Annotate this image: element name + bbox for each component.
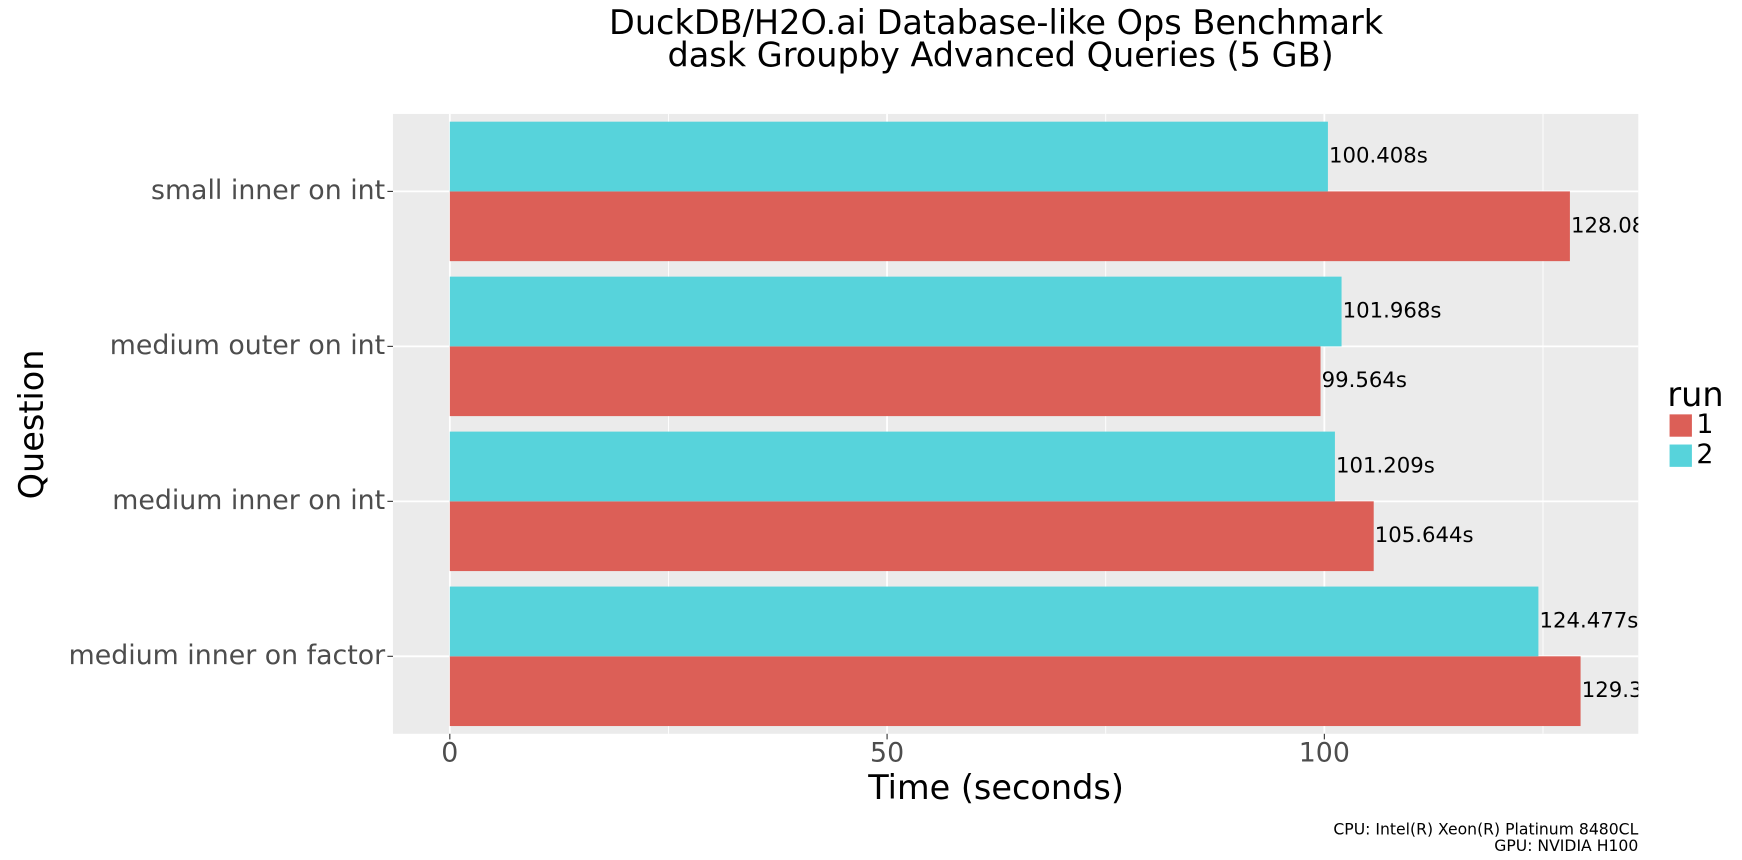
data-label: 99.564s bbox=[1322, 368, 1407, 393]
chart-title: DuckDB/H2O.ai Database-like Ops Benchmar… bbox=[609, 3, 1384, 42]
data-label: 101.209s bbox=[1336, 453, 1435, 478]
y-tick-label: medium inner on int bbox=[112, 485, 385, 516]
data-label: 124.477s bbox=[1540, 608, 1639, 633]
legend-label: 1 bbox=[1696, 409, 1713, 440]
bar bbox=[449, 586, 1539, 657]
legend-key bbox=[1669, 444, 1692, 467]
legend-key bbox=[1669, 414, 1692, 437]
chart-subtitle: dask Groupby Advanced Queries (5 GB) bbox=[667, 35, 1333, 74]
data-label: 105.644s bbox=[1375, 523, 1474, 548]
bar bbox=[449, 431, 1335, 502]
legend-label: 2 bbox=[1696, 439, 1713, 470]
legend-title: run bbox=[1667, 375, 1723, 414]
x-axis-title: Time (seconds) bbox=[867, 768, 1124, 807]
bar bbox=[449, 121, 1328, 192]
x-tick-label: 0 bbox=[441, 737, 458, 768]
y-tick-label: medium outer on int bbox=[110, 330, 385, 361]
caption: GPU: NVIDIA H100 bbox=[1494, 836, 1638, 855]
data-label: 128.08 bbox=[1571, 213, 1645, 238]
bar bbox=[449, 191, 1570, 262]
bar bbox=[449, 501, 1374, 572]
bar bbox=[449, 276, 1342, 347]
bar bbox=[449, 346, 1321, 417]
bar bbox=[449, 656, 1581, 727]
data-label: 129.3 bbox=[1582, 678, 1643, 703]
data-label: 101.968s bbox=[1343, 299, 1442, 324]
caption: CPU: Intel(R) Xeon(R) Platinum 8480CL bbox=[1333, 819, 1638, 838]
x-tick-label: 100 bbox=[1299, 737, 1350, 768]
y-tick-label: medium inner on factor bbox=[69, 640, 386, 671]
y-tick-label: small inner on int bbox=[151, 175, 385, 206]
data-label: 100.408s bbox=[1329, 144, 1428, 169]
x-tick-label: 50 bbox=[870, 737, 904, 768]
y-axis-title: Question bbox=[12, 349, 51, 499]
